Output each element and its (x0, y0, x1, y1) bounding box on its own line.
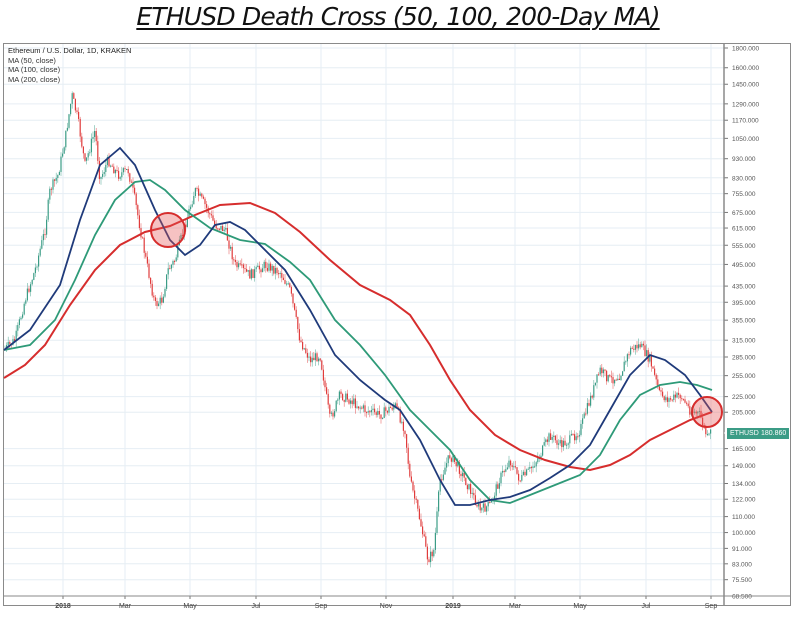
y-tick-label: 1290.000 (732, 101, 759, 108)
y-tick-label: 315.000 (732, 338, 756, 345)
chart-title-text: ETHUSD Death Cross (50, 100, 200-Day MA) (136, 2, 660, 31)
y-tick-label: 91.000 (732, 546, 752, 553)
y-tick-label: 1600.000 (732, 65, 759, 72)
y-tick-label: 225.000 (732, 394, 756, 401)
price-tag-value: 180.860 (761, 430, 787, 437)
legend-ma100[interactable]: MA (100, close) (8, 65, 61, 74)
y-tick-label: 435.000 (732, 284, 756, 291)
x-tick-label: May (183, 603, 197, 610)
y-tick-label: 134.000 (732, 481, 756, 488)
y-tick-label: 83.000 (732, 561, 752, 568)
price-tag-symbol: ETHUSD (730, 430, 759, 437)
x-tick-label: 2018 (55, 603, 71, 610)
x-tick-label: Sep (315, 603, 328, 610)
y-tick-label: 255.000 (732, 373, 756, 380)
x-tick-label: Mar (119, 603, 132, 610)
y-tick-label: 285.000 (732, 354, 756, 361)
y-tick-label: 122.000 (732, 497, 756, 504)
ma100-line (3, 179, 713, 504)
legend: Ethereum / U.S. Dollar, 1D, KRAKEN MA (5… (8, 46, 131, 84)
x-tick-label: Mar (509, 603, 522, 610)
y-tick-label: 68.500 (732, 594, 752, 601)
y-tick-label: 395.000 (732, 300, 756, 307)
y-tick-label: 355.000 (732, 318, 756, 325)
cross-markers (150, 212, 723, 428)
gridlines (4, 44, 724, 597)
legend-symbol: Ethereum / U.S. Dollar, 1D, KRAKEN (8, 46, 132, 55)
legend-ma50[interactable]: MA (50, close) (8, 55, 56, 65)
x-tick-label: May (573, 603, 587, 610)
y-tick-label: 1170.000 (732, 118, 759, 125)
x-tick-label: Jul (642, 603, 651, 610)
y-tick-label: 75.500 (732, 577, 752, 584)
y-tick-label: 495.000 (732, 262, 756, 269)
cross-marker-2019 (691, 396, 723, 428)
candlesticks (4, 91, 712, 568)
moving-averages (3, 146, 713, 506)
y-tick-label: 165.000 (732, 446, 756, 453)
y-tick-label: 615.000 (732, 226, 756, 233)
last-price-tag: ETHUSD 180.860 (727, 428, 789, 439)
y-tick-label: 555.000 (732, 243, 756, 250)
ma50-line (3, 146, 713, 506)
y-tick-label: 1800.000 (732, 46, 759, 53)
x-tick-label: Nov (380, 603, 393, 610)
y-tick-label: 149.000 (732, 463, 756, 470)
y-tick-label: 110.000 (732, 514, 755, 521)
x-tick-label: Sep (705, 603, 718, 610)
y-tick-label: 1050.000 (732, 136, 759, 143)
cross-marker-2018 (150, 212, 186, 248)
y-tick-label: 755.000 (732, 191, 756, 198)
x-tick-label: Jul (252, 603, 261, 610)
y-tick-label: 930.000 (732, 156, 756, 163)
y-tick-label: 675.000 (732, 210, 756, 217)
y-tick-label: 205.000 (732, 410, 756, 417)
axes: 1800.000 1600.000 1450.000 1290.000 1170.000… (4, 44, 790, 610)
x-tick-label: 2019 (445, 603, 461, 610)
y-tick-label: 1450.000 (732, 82, 759, 89)
chart-title: ETHUSD Death Cross (50, 100, 200-Day MA) (0, 2, 796, 31)
chart-frame[interactable] (3, 43, 791, 606)
legend-ma200[interactable]: MA (200, close) (8, 74, 61, 84)
y-tick-label: 100.000 (732, 530, 756, 537)
ma200-line (3, 201, 713, 472)
y-tick-label: 830.000 (732, 175, 756, 182)
